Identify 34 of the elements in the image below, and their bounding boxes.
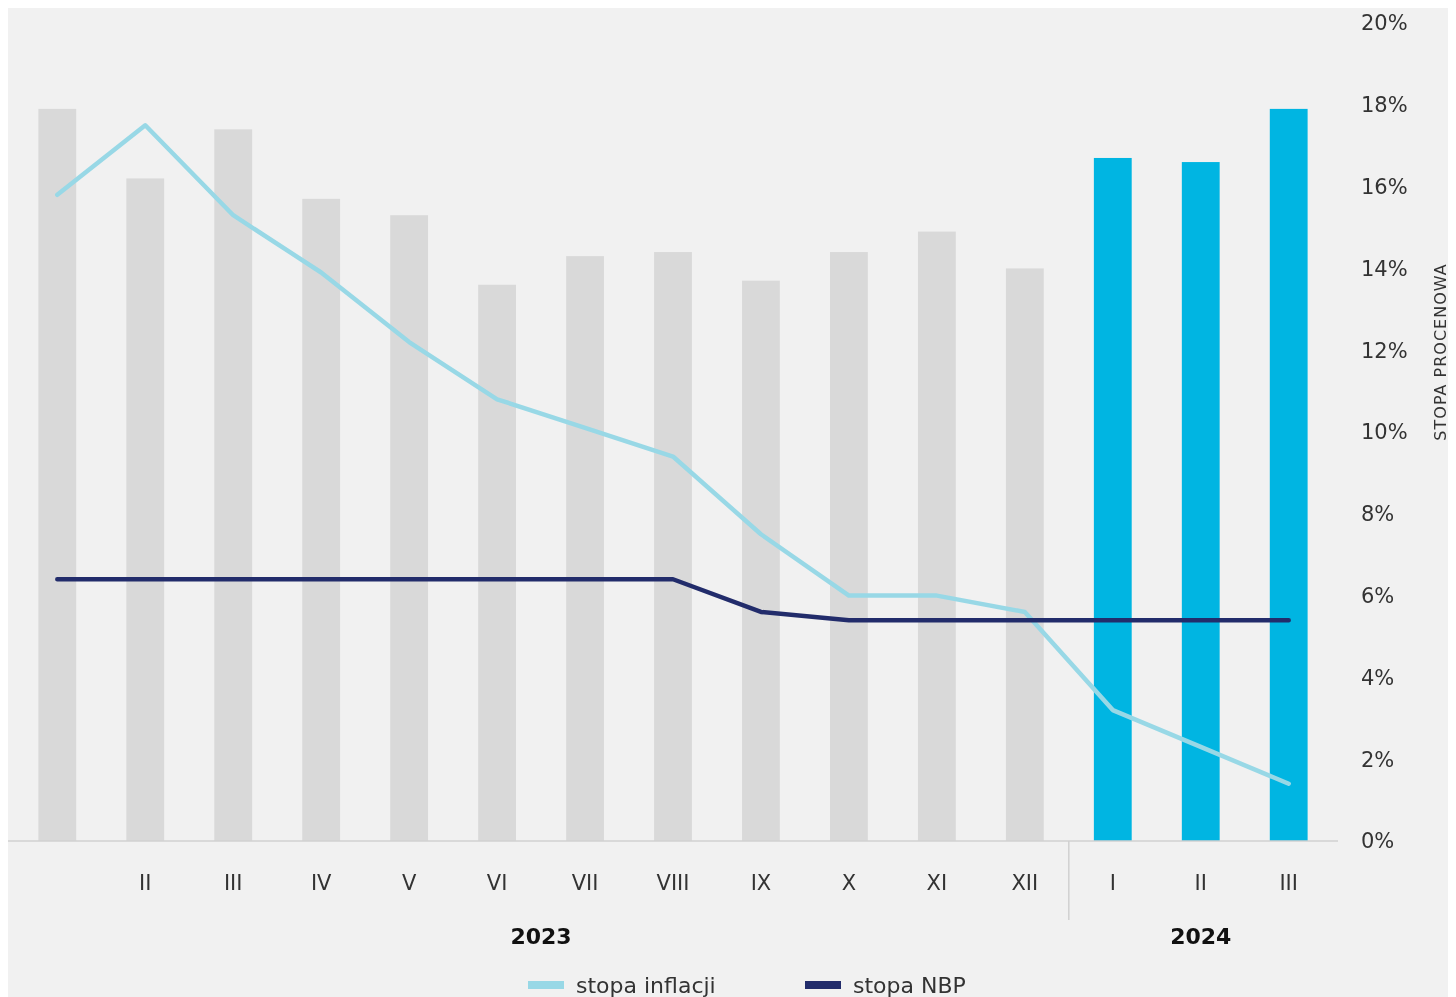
line-series bbox=[55, 123, 1291, 786]
y-tick-label: 10% bbox=[1361, 420, 1408, 445]
x-tick-label: III bbox=[223, 871, 243, 896]
x-tick-label: VIII bbox=[656, 871, 690, 896]
text: 2024 bbox=[1170, 923, 1232, 949]
x-tick-label: VI bbox=[486, 871, 508, 896]
bar bbox=[1181, 162, 1220, 841]
y-tick-label: 14% bbox=[1361, 256, 1408, 281]
x-tick-label: VII bbox=[571, 871, 599, 896]
y-tick-label: 18% bbox=[1361, 93, 1408, 118]
legend-label: stopa inflacji bbox=[576, 972, 716, 997]
y-axis-title: STOPA PROCENOWA bbox=[1431, 263, 1450, 441]
x-tick-label: III bbox=[1279, 871, 1298, 896]
x-tick-label: I bbox=[1109, 871, 1116, 896]
legend-label: stopa NBP bbox=[853, 972, 966, 997]
x-tick-label: IX bbox=[750, 871, 772, 896]
x-tick-label: IV bbox=[310, 871, 333, 896]
x-tick-label: XII bbox=[1011, 871, 1039, 896]
y-tick-label: 16% bbox=[1361, 174, 1408, 199]
x-tick-label: X bbox=[841, 871, 857, 896]
y-tick-label: 6% bbox=[1361, 583, 1395, 608]
x-tick-label: XI bbox=[926, 871, 948, 896]
y-tick-label: 12% bbox=[1361, 338, 1408, 363]
x-tick-label: II bbox=[139, 871, 152, 896]
text: 2023 bbox=[510, 923, 572, 949]
y-tick-label: 20% bbox=[1361, 11, 1408, 36]
x-tick-label: V bbox=[401, 871, 417, 896]
x-tick-label: II bbox=[1194, 871, 1207, 896]
y-tick-label: 4% bbox=[1361, 665, 1395, 690]
y-tick-label: 0% bbox=[1361, 829, 1395, 854]
y-tick-label: 2% bbox=[1361, 747, 1395, 772]
y-tick-label: 8% bbox=[1361, 502, 1395, 527]
bar bbox=[1269, 108, 1308, 841]
bar bbox=[1093, 157, 1132, 841]
